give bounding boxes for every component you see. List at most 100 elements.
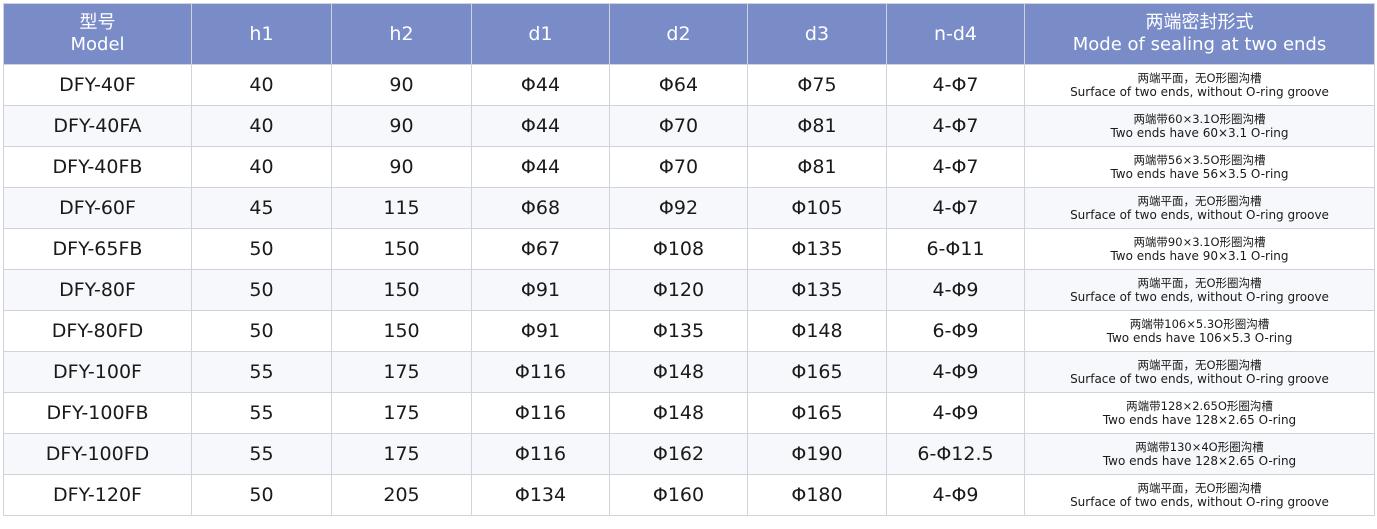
cell-d2: Φ120	[609, 269, 748, 311]
cell-d3: Φ165	[747, 392, 887, 434]
cell-d3: Φ165	[747, 351, 887, 393]
cell-h1: 40	[191, 105, 332, 147]
cell-d3: Φ135	[747, 228, 887, 270]
seal-en-text: Surface of two ends, without O-ring groo…	[1070, 85, 1329, 99]
cell-d3: Φ105	[747, 187, 887, 229]
cell-seal: 两端平面，无O形圈沟槽 Surface of two ends, without …	[1024, 269, 1375, 311]
seal-en-text: Surface of two ends, without O-ring groo…	[1070, 495, 1329, 509]
table-row: DFY-100FB 55 175 Φ116 Φ148 Φ165 4-Φ9 两端带128×2.6…	[3, 392, 1375, 434]
seal-en-text: Two ends have 128×2.65 O-ring	[1102, 413, 1297, 427]
header-model: 型号 Model	[3, 3, 192, 65]
cell-nd4: 4-Φ9	[886, 392, 1025, 434]
seal-cn-text: 两端带128×2.65O形圈沟槽	[1126, 399, 1273, 413]
cell-h2: 175	[331, 433, 472, 475]
seal-en-text: Surface of two ends, without O-ring groo…	[1070, 290, 1329, 304]
header-h1: h1	[191, 3, 332, 65]
cell-model: DFY-40FB	[3, 146, 192, 188]
seal-en-text: Surface of two ends, without O-ring groo…	[1070, 372, 1329, 386]
header-d2: d2	[609, 3, 748, 65]
cell-model: DFY-80FD	[3, 310, 192, 352]
cell-h2: 205	[331, 474, 472, 516]
header-h2: h2	[331, 3, 472, 65]
cell-seal: 两端平面，无O形圈沟槽 Surface of two ends, without …	[1024, 474, 1375, 516]
cell-nd4: 6-Φ12.5	[886, 433, 1025, 475]
cell-d2: Φ148	[609, 392, 748, 434]
table-header: 型号 Model h1 h2 d1 d2 d3 n-d4 两端密封形式 Mode…	[3, 3, 1375, 65]
cell-d2: Φ64	[609, 64, 748, 106]
cell-model: DFY-100FB	[3, 392, 192, 434]
table-row: DFY-80FD 50 150 Φ91 Φ135 Φ148 6-Φ9 两端带106×5.3O形…	[3, 310, 1375, 352]
seal-cn-text: 两端平面，无O形圈沟槽	[1137, 276, 1262, 290]
header-nd4: n-d4	[886, 3, 1025, 65]
cell-d1: Φ91	[471, 269, 610, 311]
cell-seal: 两端带128×2.65O形圈沟槽 Two ends have 128×2.65 O…	[1024, 392, 1375, 434]
cell-h2: 90	[331, 146, 472, 188]
cell-d3: Φ81	[747, 146, 887, 188]
header-seal: 两端密封形式 Mode of sealing at two ends	[1024, 3, 1375, 65]
cell-d3: Φ148	[747, 310, 887, 352]
cell-nd4: 4-Φ7	[886, 146, 1025, 188]
seal-cn-text: 两端平面，无O形圈沟槽	[1137, 358, 1262, 372]
cell-d3: Φ135	[747, 269, 887, 311]
header-seal-en: Mode of sealing at two ends	[1072, 34, 1327, 55]
table-row: DFY-100F 55 175 Φ116 Φ148 Φ165 4-Φ9 两端平面，无O形圈沟槽…	[3, 351, 1375, 393]
cell-d1: Φ134	[471, 474, 610, 516]
cell-d3: Φ180	[747, 474, 887, 516]
spec-table: 型号 Model h1 h2 d1 d2 d3 n-d4 两端密封形式 Mode…	[3, 3, 1375, 516]
cell-nd4: 4-Φ7	[886, 187, 1025, 229]
seal-cn-text: 两端带60×3.1O形圈沟槽	[1133, 112, 1266, 126]
seal-cn-text: 两端平面，无O形圈沟槽	[1137, 71, 1262, 85]
table-row: DFY-65FB 50 150 Φ67 Φ108 Φ135 6-Φ11 两端带90×3.1O形…	[3, 228, 1375, 270]
cell-nd4: 4-Φ9	[886, 351, 1025, 393]
cell-h1: 50	[191, 228, 332, 270]
cell-h2: 150	[331, 228, 472, 270]
cell-model: DFY-120F	[3, 474, 192, 516]
cell-d1: Φ91	[471, 310, 610, 352]
table-row: DFY-60F 45 115 Φ68 Φ92 Φ105 4-Φ7 两端平面，无O形圈沟槽 Sur…	[3, 187, 1375, 229]
cell-nd4: 4-Φ7	[886, 105, 1025, 147]
cell-d3: Φ190	[747, 433, 887, 475]
cell-model: DFY-60F	[3, 187, 192, 229]
cell-h2: 175	[331, 351, 472, 393]
cell-h2: 175	[331, 392, 472, 434]
header-seal-cn: 两端密封形式	[1145, 12, 1254, 33]
seal-en-text: Two ends have 56×3.5 O-ring	[1110, 167, 1289, 181]
header-row: 型号 Model h1 h2 d1 d2 d3 n-d4 两端密封形式 Mode…	[3, 3, 1375, 65]
cell-h1: 40	[191, 64, 332, 106]
header-d1: d1	[471, 3, 610, 65]
cell-d2: Φ148	[609, 351, 748, 393]
cell-h1: 55	[191, 433, 332, 475]
cell-model: DFY-40F	[3, 64, 192, 106]
cell-seal: 两端带56×3.5O形圈沟槽 Two ends have 56×3.5 O-rin…	[1024, 146, 1375, 188]
seal-cn-text: 两端带56×3.5O形圈沟槽	[1133, 153, 1266, 167]
cell-d1: Φ67	[471, 228, 610, 270]
cell-model: DFY-80F	[3, 269, 192, 311]
cell-d2: Φ70	[609, 105, 748, 147]
cell-d2: Φ108	[609, 228, 748, 270]
cell-h2: 150	[331, 310, 472, 352]
seal-en-text: Two ends have 128×2.65 O-ring	[1102, 454, 1297, 468]
cell-h2: 115	[331, 187, 472, 229]
table-body: DFY-40F 40 90 Φ44 Φ64 Φ75 4-Φ7 两端平面，无O形圈沟槽 Surfa…	[3, 64, 1375, 516]
cell-seal: 两端带106×5.3O形圈沟槽 Two ends have 106×5.3 O-r…	[1024, 310, 1375, 352]
table-row: DFY-40FB 40 90 Φ44 Φ70 Φ81 4-Φ7 两端带56×3.5O形圈沟槽 T…	[3, 146, 1375, 188]
cell-model: DFY-100FD	[3, 433, 192, 475]
cell-model: DFY-40FA	[3, 105, 192, 147]
cell-h1: 45	[191, 187, 332, 229]
cell-h1: 50	[191, 310, 332, 352]
cell-nd4: 6-Φ9	[886, 310, 1025, 352]
cell-nd4: 4-Φ7	[886, 64, 1025, 106]
cell-seal: 两端带130×4O形圈沟槽 Two ends have 128×2.65 O-ri…	[1024, 433, 1375, 475]
cell-d1: Φ116	[471, 433, 610, 475]
cell-seal: 两端平面，无O形圈沟槽 Surface of two ends, without …	[1024, 187, 1375, 229]
seal-en-text: Two ends have 60×3.1 O-ring	[1110, 126, 1289, 140]
cell-seal: 两端平面，无O形圈沟槽 Surface of two ends, without …	[1024, 351, 1375, 393]
table-row: DFY-80F 50 150 Φ91 Φ120 Φ135 4-Φ9 两端平面，无O形圈沟槽 Su…	[3, 269, 1375, 311]
table-row: DFY-120F 50 205 Φ134 Φ160 Φ180 4-Φ9 两端平面，无O形圈沟槽…	[3, 474, 1375, 516]
header-model-en: Model	[70, 34, 125, 55]
table-row: DFY-100FD 55 175 Φ116 Φ162 Φ190 6-Φ12.5 两端带130×…	[3, 433, 1375, 475]
seal-cn-text: 两端平面，无O形圈沟槽	[1137, 194, 1262, 208]
cell-h2: 150	[331, 269, 472, 311]
cell-d1: Φ44	[471, 64, 610, 106]
table-row: DFY-40FA 40 90 Φ44 Φ70 Φ81 4-Φ7 两端带60×3.1O形圈沟槽 T…	[3, 105, 1375, 147]
